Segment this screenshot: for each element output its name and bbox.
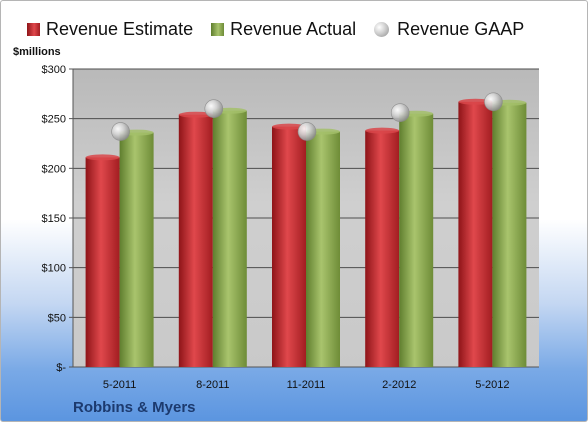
bar-revenue-estimate-cap [178,111,213,118]
legend-swatch-actual [211,22,225,36]
y-tick-label: $50 [48,312,66,324]
x-tick-label: 8-2011 [196,379,229,391]
legend: Revenue Estimate Revenue Actual Revenue … [27,18,542,40]
legend-label-estimate: Revenue Estimate [46,18,194,39]
legend-label-gaap: Revenue GAAP [397,18,525,39]
bar-revenue-estimate [85,157,120,367]
bar-revenue-estimate [365,130,400,367]
y-tick-label: $- [56,362,66,374]
bar-revenue-estimate [272,126,306,367]
legend-item-estimate: Revenue Estimate [27,19,193,40]
legend-item-gaap: Revenue GAAP [374,19,524,40]
bar-revenue-estimate-cap [85,154,120,161]
bar-revenue-actual [212,110,247,367]
y-tick-label: $200 [42,163,66,175]
x-tick-label: 11-2011 [287,379,326,391]
marker-revenue-gaap [297,122,317,141]
legend-item-actual: Revenue Actual [211,19,356,40]
x-tick-label: 2-2012 [382,379,416,391]
marker-revenue-gaap [390,103,410,123]
bar-revenue-estimate [458,101,493,367]
marker-revenue-gaap [204,99,224,119]
bar-revenue-estimate-cap [272,123,306,130]
y-axis-unit-label: $millions [13,46,61,58]
bar-revenue-actual [306,131,340,367]
marker-revenue-gaap [484,92,503,112]
y-tick-label: $100 [42,263,66,275]
y-tick-label: $300 [42,64,66,76]
bar-revenue-estimate [178,114,213,368]
legend-marker-gaap [374,21,390,37]
legend-swatch-estimate [27,22,40,36]
bar-revenue-actual [399,113,434,367]
bar-revenue-estimate-cap [458,98,493,105]
x-tick-label: 5-2012 [475,379,509,391]
company-name: Robbins & Myers [73,399,196,416]
marker-revenue-gaap [111,122,130,141]
legend-label-actual: Revenue Actual [230,18,357,39]
y-tick-label: $150 [42,213,66,225]
x-tick-label: 5-2011 [103,379,136,391]
bar-revenue-actual [119,132,154,367]
y-tick-label: $250 [42,114,66,126]
bar-revenue-actual [492,102,527,368]
bar-revenue-estimate-cap [365,127,400,134]
